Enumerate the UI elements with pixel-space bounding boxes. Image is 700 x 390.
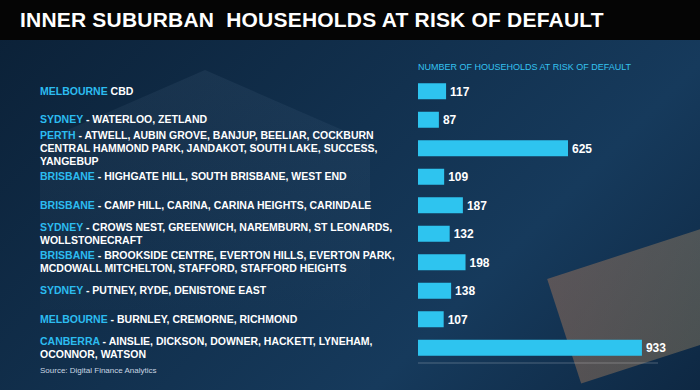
data-label: 187 bbox=[467, 199, 487, 213]
city-name: PERTH bbox=[40, 129, 76, 141]
city-name: MELBOURNE bbox=[40, 85, 108, 97]
category-label: SYDNEY - CROWS NEST, GREENWICH, NAREMBUR… bbox=[40, 221, 412, 247]
city-name: CANBERRA bbox=[40, 335, 100, 347]
bar bbox=[418, 340, 642, 356]
data-label: 109 bbox=[448, 170, 468, 184]
category-label: BRISBANE - CAMP HILL, CARINA, CARINA HEI… bbox=[40, 199, 412, 212]
suburb-names: - BURNLEY, CREMORNE, RICHMOND bbox=[108, 313, 298, 325]
data-label: 132 bbox=[454, 227, 474, 241]
chart-svg: 117 87 625 109 187 132 198 138 107 933 bbox=[0, 0, 700, 390]
city-name: MELBOURNE bbox=[40, 313, 108, 325]
bar bbox=[418, 311, 444, 327]
bar bbox=[418, 283, 451, 299]
data-label: 198 bbox=[470, 256, 490, 270]
data-labels: 117 87 625 109 187 132 198 138 107 933 bbox=[443, 85, 666, 356]
x-axis-line bbox=[418, 363, 658, 364]
data-label: 625 bbox=[572, 142, 592, 156]
axis-label: NUMBER OF HOUSEHOLDS AT RISK OF DEFAULT bbox=[418, 62, 631, 72]
city-name: SYDNEY bbox=[40, 113, 83, 125]
source: Source: Digital Finance Analytics bbox=[40, 366, 157, 375]
city-name: BRISBANE bbox=[40, 170, 95, 182]
category-label: SYDNEY - WATERLOO, ZETLAND bbox=[40, 113, 412, 126]
bar bbox=[418, 197, 463, 213]
category-label: MELBOURNE CBD bbox=[40, 85, 412, 98]
banknote bbox=[547, 226, 700, 383]
bar bbox=[418, 83, 446, 99]
data-label: 933 bbox=[646, 341, 666, 355]
suburb-names: - ATWELL, AUBIN GROVE, BANJUP, BEELIAR, … bbox=[40, 129, 377, 167]
category-label: BRISBANE - HIGHGATE HILL, SOUTH BRISBANE… bbox=[40, 170, 412, 183]
bar bbox=[418, 112, 439, 128]
bars bbox=[418, 83, 642, 356]
bar bbox=[418, 254, 466, 270]
suburb-names: - PUTNEY, RYDE, DENISTONE EAST bbox=[83, 284, 266, 296]
suburb-names: - WATERLOO, ZETLAND bbox=[83, 113, 207, 125]
city-name: BRISBANE bbox=[40, 249, 95, 261]
category-label: MELBOURNE - BURNLEY, CREMORNE, RICHMOND bbox=[40, 313, 412, 326]
bar bbox=[418, 140, 568, 156]
data-label: 117 bbox=[450, 85, 470, 99]
title: INNER SUBURBAN HOUSEHOLDS AT RISK OF DEF… bbox=[20, 8, 604, 32]
data-label: 87 bbox=[443, 113, 457, 127]
category-label: CANBERRA - AINSLIE, DICKSON, DOWNER, HAC… bbox=[40, 335, 412, 361]
city-name: BRISBANE bbox=[40, 199, 95, 211]
city-name: SYDNEY bbox=[40, 284, 83, 296]
suburb-names: CBD bbox=[108, 85, 134, 97]
suburb-names: - HIGHGATE HILL, SOUTH BRISBANE, WEST EN… bbox=[95, 170, 347, 182]
data-label: 107 bbox=[448, 313, 468, 327]
data-label: 138 bbox=[455, 284, 475, 298]
city-name: SYDNEY bbox=[40, 221, 83, 233]
suburb-names: - CROWS NEST, GREENWICH, NAREMBURN, ST L… bbox=[40, 221, 392, 246]
suburb-names: - CAMP HILL, CARINA, CARINA HEIGHTS, CAR… bbox=[95, 199, 372, 211]
bar bbox=[418, 169, 444, 185]
stage: INNER SUBURBAN HOUSEHOLDS AT RISK OF DEF… bbox=[0, 0, 700, 390]
category-label: SYDNEY - PUTNEY, RYDE, DENISTONE EAST bbox=[40, 284, 412, 297]
category-label: PERTH - ATWELL, AUBIN GROVE, BANJUP, BEE… bbox=[40, 129, 412, 168]
category-label: BRISBANE - BROOKSIDE CENTRE, EVERTON HIL… bbox=[40, 249, 412, 275]
bar bbox=[418, 226, 450, 242]
